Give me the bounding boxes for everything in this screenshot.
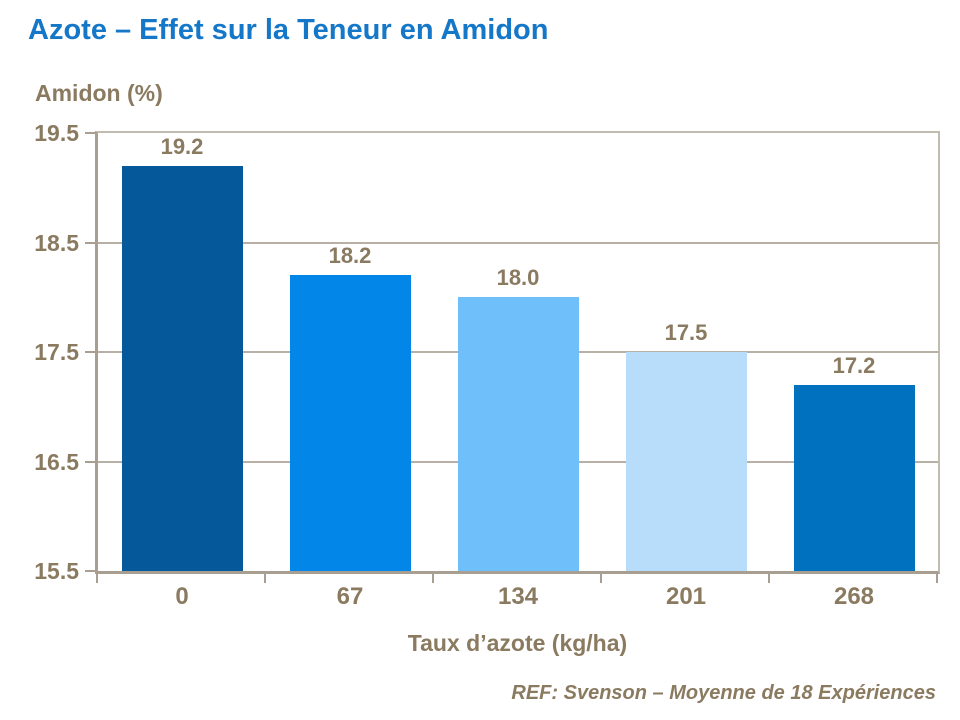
x-axis-tick-label: 67 [336, 583, 364, 610]
bar [121, 165, 243, 571]
y-tick-mark [85, 132, 95, 134]
y-tick-mark [85, 570, 95, 572]
y-axis-tick-label: 18.5 [34, 229, 79, 256]
plot-area [95, 131, 940, 574]
y-axis-tick-label: 19.5 [34, 120, 79, 146]
x-axis-tick-label: 201 [665, 583, 707, 610]
bar-value-label: 18.0 [496, 265, 540, 291]
y-tick-mark [85, 241, 95, 244]
x-tick-mark [432, 574, 434, 583]
x-tick-mark [264, 574, 266, 583]
bar-value-label: 18.2 [328, 243, 372, 269]
chart-title: Azote – Effet sur la Teneur en Amidon [28, 14, 549, 46]
x-axis-title: Taux d’azote (kg/ha) [407, 630, 628, 656]
x-tick-mark [600, 574, 602, 583]
bar-value-label: 19.2 [160, 133, 204, 159]
y-tick-mark [85, 460, 95, 463]
bar-value-label: 17.5 [664, 320, 708, 345]
y-axis-tick-label: 15.5 [34, 558, 79, 584]
reference-note: REF: Svenson – Moyenne de 18 Expériences [511, 682, 936, 704]
bar-value-label: 17.2 [832, 352, 876, 378]
x-tick-mark [96, 574, 98, 583]
y-tick-mark [85, 351, 95, 353]
bar [457, 297, 579, 571]
y-axis-title: Amidon (%) [35, 80, 163, 106]
y-axis-tick-label: 17.5 [34, 339, 79, 365]
x-axis-tick-label: 0 [175, 583, 189, 610]
x-tick-mark [768, 574, 770, 583]
x-tick-mark [936, 574, 938, 583]
bar [625, 352, 747, 571]
bar [793, 384, 915, 571]
gridline [98, 241, 938, 244]
bar [289, 275, 411, 571]
x-axis-tick-label: 134 [497, 583, 539, 610]
x-axis-tick-label: 268 [833, 583, 875, 610]
y-axis-tick-label: 16.5 [34, 448, 79, 475]
